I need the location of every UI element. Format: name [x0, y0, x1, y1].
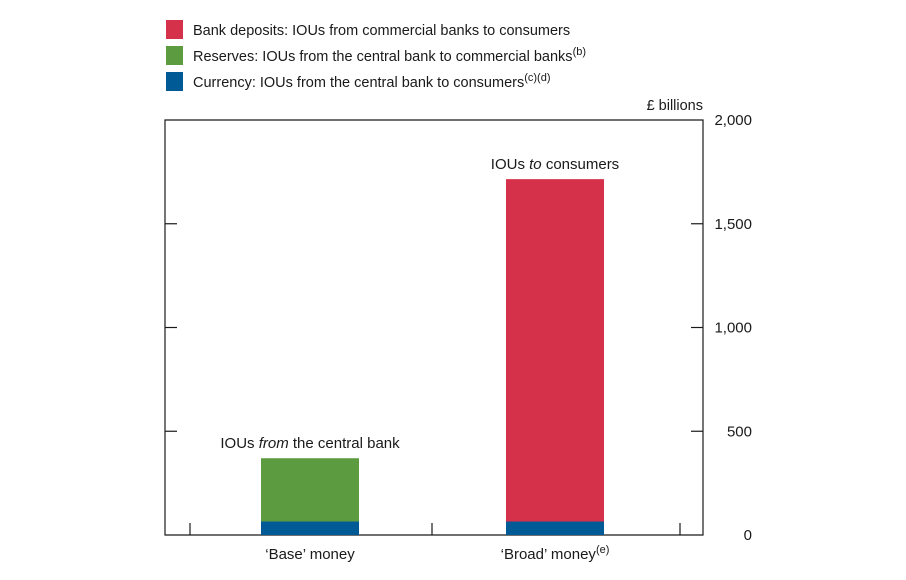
y-axis-labels: 0 500 1,000 1,500 2,000 £ billions	[647, 98, 752, 544]
category-label-0: ‘Base’ money	[265, 546, 355, 563]
annotation-1: IOUs to consumers	[491, 156, 619, 173]
y-tick-label-4: 2,000	[714, 112, 752, 129]
y-unit-label: £ billions	[647, 98, 703, 114]
bars	[261, 179, 604, 535]
legend-swatch-1	[166, 46, 183, 65]
bar-1-series-2	[506, 179, 604, 522]
plot-frame	[164, 119, 704, 536]
y-tick-label-0: 0	[744, 527, 752, 544]
y-tick-label-3: 1,500	[714, 216, 752, 233]
category-label-1: ‘Broad’ money(e)	[501, 544, 610, 563]
plot-border	[164, 119, 704, 536]
legend: Bank deposits: IOUs from commercial bank…	[166, 20, 586, 91]
bar-0-series-1	[261, 458, 359, 522]
y-tick-label-2: 1,000	[714, 320, 752, 337]
legend-swatch-0	[166, 20, 183, 39]
annotations: IOUs from the central bank IOUs to consum…	[220, 156, 619, 452]
x-axis-labels: ‘Base’ money ‘Broad’ money(e)	[265, 544, 609, 563]
axis-ticks	[165, 223, 703, 535]
legend-label-2: Currency: IOUs from the central bank to …	[193, 72, 551, 91]
annotation-0: IOUs from the central bank	[220, 435, 400, 452]
bar-1-series-0	[506, 521, 604, 535]
y-tick-label-1: 500	[727, 423, 752, 440]
bar-0-series-0	[261, 521, 359, 535]
legend-swatch-2	[166, 72, 183, 91]
legend-label-0: Bank deposits: IOUs from commercial bank…	[193, 23, 570, 39]
legend-label-1: Reserves: IOUs from the central bank to …	[193, 46, 586, 65]
